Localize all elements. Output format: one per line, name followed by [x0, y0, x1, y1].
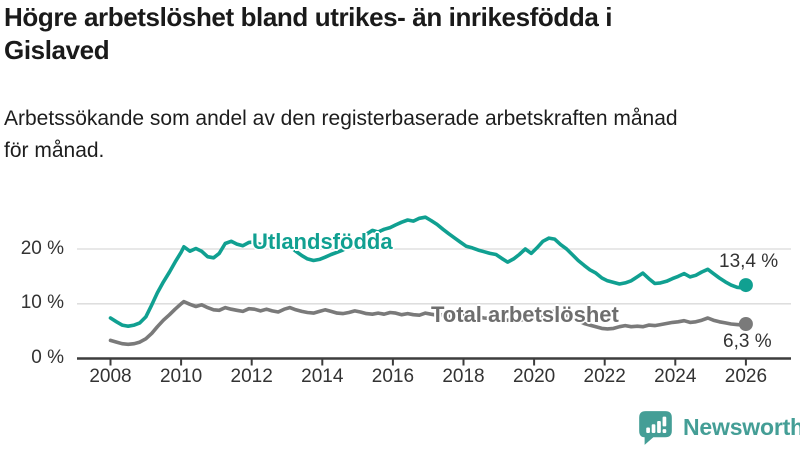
- end-value-label-total: 6,3 %: [723, 331, 772, 352]
- total-arbetsloshet-end-dot: [738, 317, 753, 331]
- logo-bar-1: [646, 427, 650, 433]
- chart-subtitle: Arbetssökande som andel av den registerb…: [4, 103, 764, 167]
- page-title-line2: Gislaved: [4, 35, 110, 65]
- logo-exclamation-dot: [662, 429, 667, 433]
- x-tick-label-2024: 2024: [654, 366, 697, 387]
- logo-bar-2: [651, 424, 656, 433]
- x-tick-label-2016: 2016: [371, 366, 415, 387]
- x-tick-label-2026: 2026: [724, 366, 768, 387]
- x-tick-label-2014: 2014: [301, 366, 344, 387]
- y-tick-label-0: 0 %: [31, 347, 64, 368]
- x-tick-label-2022: 2022: [583, 366, 626, 387]
- utlandsfodda-line: [108, 215, 748, 329]
- series-label-total-arbetsloshet: Total arbetslöshet: [431, 302, 619, 327]
- logo-bar-3: [657, 420, 661, 433]
- x-tick-label-2020: 2020: [512, 366, 556, 387]
- x-tick-label-2010: 2010: [159, 366, 203, 387]
- chart-subtitle-line1: Arbetssökande som andel av den registerb…: [4, 107, 678, 130]
- utlandsfodda-end-dot: [738, 278, 753, 293]
- chart-subtitle-line2: för månad.: [4, 139, 105, 162]
- x-tick-label-2008: 2008: [89, 366, 132, 387]
- logo-bubble-shape: [639, 411, 672, 445]
- series-label-utlandsfodda: Utlandsfödda: [252, 229, 393, 254]
- x-tick-label-2018: 2018: [442, 366, 485, 387]
- newsworthy-logo-text: Newsworthy: [683, 414, 800, 440]
- logo-exclamation-line: [662, 416, 667, 427]
- page-title-line1: Högre arbetslöshet bland utrikes- än inr…: [4, 2, 613, 32]
- y-tick-label-10: 10 %: [20, 292, 64, 313]
- y-tick-label-20: 20 %: [20, 238, 64, 259]
- page-title: Högre arbetslöshet bland utrikes- än inr…: [4, 1, 784, 67]
- newsworthy-chart-pin-icon: [639, 411, 672, 445]
- x-tick-label-2012: 2012: [230, 366, 273, 387]
- total-arbetsloshet-line: [108, 299, 748, 347]
- newsworthy-branding: Newsworthy: [637, 409, 800, 446]
- end-value-label-utlandsfodda: 13,4 %: [719, 251, 779, 272]
